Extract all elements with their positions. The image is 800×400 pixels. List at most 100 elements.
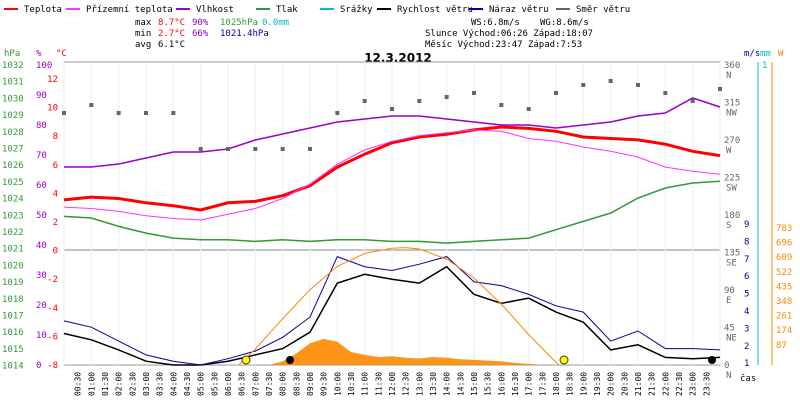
solar-tick: 696 [776, 239, 792, 249]
time-tick: 10:30 [347, 372, 356, 396]
time-tick: 04:00 [169, 372, 178, 396]
direction-point [636, 83, 640, 87]
temp-tick: 4 [53, 189, 58, 199]
solar-tick: 261 [776, 312, 792, 322]
pressure-tick: 1027 [2, 145, 24, 155]
pressure-tick: 1030 [2, 94, 24, 104]
humidity-tick: 60 [36, 181, 47, 191]
solar-tick: 87 [776, 341, 787, 351]
temp-tick: -6 [47, 332, 58, 342]
pressure-tick: 1014 [2, 362, 24, 372]
time-tick: 00:30 [74, 372, 83, 396]
time-tick: 15:30 [484, 372, 493, 396]
time-tick: 23:00 [689, 372, 698, 396]
humidity-tick: 0 [36, 361, 41, 371]
legend-label-0: Teplota [24, 5, 62, 15]
time-tick: 22:00 [661, 372, 670, 396]
stats-max-label: max [135, 18, 152, 28]
humidity-tick: 90 [36, 91, 47, 101]
time-tick: 19:30 [593, 372, 602, 396]
pressure-unit: hPa [4, 49, 20, 59]
time-tick: 07:00 [251, 372, 260, 396]
time-tick: 22:30 [675, 372, 684, 396]
time-tick: 12:00 [388, 372, 397, 396]
stats-avg-label: avg [135, 40, 151, 50]
legend-label-1: Přízemní teplota [86, 5, 173, 15]
time-tick: 12:30 [402, 372, 411, 396]
pressure-tick: 1018 [2, 295, 24, 305]
direction-point [335, 111, 340, 115]
humidity-tick: 100 [36, 61, 52, 71]
stats-avg-temp: 6.1°C [158, 40, 185, 50]
solar-tick: 348 [776, 297, 792, 307]
solar-areas [269, 338, 543, 365]
time-tick: 17:30 [538, 372, 547, 396]
series-line-5 [63, 255, 721, 366]
time-tick: 08:30 [292, 372, 301, 396]
time-tick: 20:30 [620, 372, 629, 396]
direction-deg-tick: 315 [724, 99, 740, 109]
time-tick: 01:30 [101, 372, 110, 396]
time-tick: 15:00 [470, 372, 479, 396]
stats-min-temp: 2.7°C [158, 29, 185, 39]
direction-point [362, 99, 367, 103]
time-tick: 17:00 [525, 372, 534, 396]
time-tick: 16:00 [497, 372, 506, 396]
wind-unit: m/s [744, 49, 760, 59]
series-line-0 [63, 125, 721, 212]
solar-tick: 522 [776, 268, 792, 278]
series-line-3 [63, 180, 721, 244]
time-tick: 21:30 [648, 372, 657, 396]
temp-tick: 10 [47, 104, 58, 114]
wind-tick: 2 [744, 342, 749, 352]
time-tick: 10:00 [333, 372, 342, 396]
direction-dir-tick: W [726, 146, 732, 156]
pressure-tick: 1022 [2, 228, 24, 238]
direction-point [608, 79, 613, 83]
wind-tick: 8 [744, 237, 749, 247]
direction-deg-tick: 45 [724, 324, 735, 334]
series-lines [63, 97, 721, 366]
direction-dir-tick: N [726, 371, 731, 381]
direction-point [444, 95, 449, 99]
direction-deg-tick: 135 [724, 249, 740, 259]
time-tick: 11:30 [374, 372, 383, 396]
time-tick: 05:00 [197, 372, 206, 396]
humidity-tick: 40 [36, 241, 47, 251]
time-tick: 20:00 [607, 372, 616, 396]
series-line-2 [64, 97, 721, 168]
pressure-tick: 1031 [2, 78, 24, 88]
pressure-tick: 1015 [2, 345, 24, 355]
wind-tick: 7 [744, 255, 749, 265]
temp-tick: -8 [47, 361, 58, 371]
stats-box: max 8.7°C 90% 1025hPa 0.0mm min 2.7°C 66… [135, 18, 593, 50]
solar-tick: 435 [776, 282, 792, 292]
temp-tick: 8 [53, 132, 58, 142]
time-tick: 18:00 [552, 372, 561, 396]
direction-point [144, 111, 148, 115]
wind-tick: 1 [744, 359, 749, 369]
time-tick: 07:30 [265, 372, 274, 396]
time-tick: 04:30 [183, 372, 192, 396]
time-tick: 14:30 [456, 372, 465, 396]
time-tick: 13:30 [429, 372, 438, 396]
humidity-tick: 70 [36, 151, 47, 161]
direction-point [198, 147, 203, 151]
time-tick: 09:30 [320, 372, 329, 396]
solar-tick: 609 [776, 253, 792, 263]
stats-wg: WG:8.6m/s [540, 18, 589, 28]
wind-direction-points [62, 79, 722, 151]
pressure-tick: 1020 [2, 261, 24, 271]
time-tick: 02:30 [128, 372, 137, 396]
humidity-tick: 50 [36, 211, 47, 221]
pressure-tick: 1016 [2, 328, 24, 338]
legend-label-7: Směr větru [576, 5, 630, 15]
stats-max-press: 1025hPa [220, 18, 258, 28]
direction-deg-tick: 90 [724, 286, 735, 296]
time-axis: 00:30 01:00 01:30 02:00 02:30 03:00 03:30 04:00… [74, 372, 712, 396]
temp-tick: -4 [47, 304, 58, 314]
temp-unit: °C [56, 49, 67, 59]
time-tick: 21:00 [634, 372, 643, 396]
time-tick: 18:30 [566, 372, 575, 396]
